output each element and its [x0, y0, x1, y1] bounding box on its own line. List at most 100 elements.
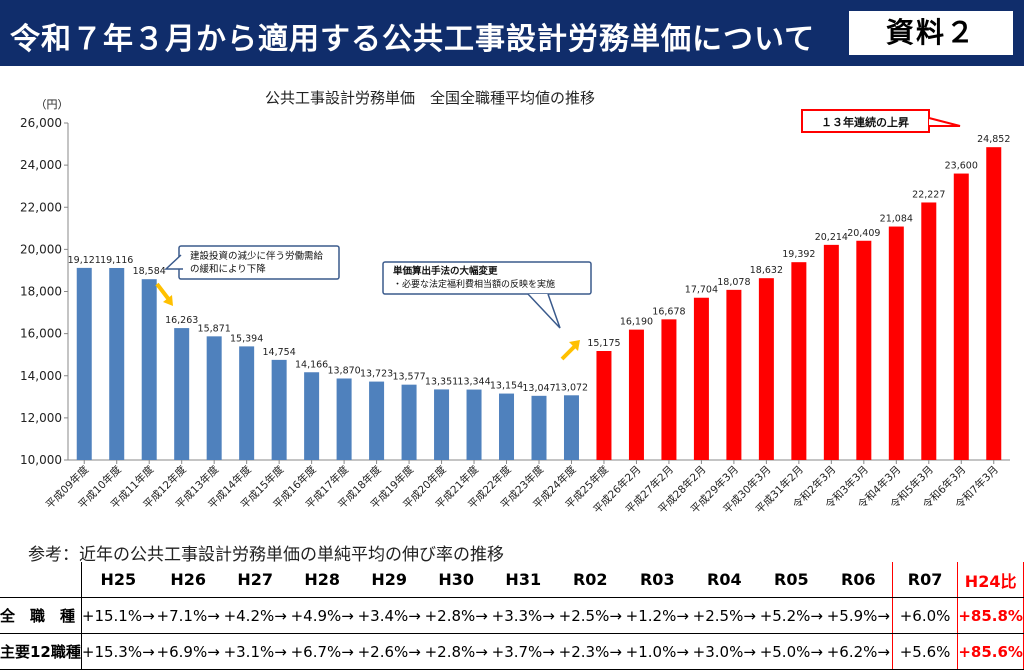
annotation-text: の緩和により下降 — [190, 263, 266, 275]
table-header-cell: H30 — [422, 562, 490, 598]
arrow-down-head — [163, 295, 173, 306]
table-cell: +2.8%→ — [422, 633, 490, 670]
bar-value-label: 16,678 — [652, 306, 685, 317]
table-header-cell: H25 — [81, 562, 155, 598]
bar-value-label: 15,175 — [587, 338, 620, 349]
table-header-cell: H24比 — [957, 562, 1024, 598]
table-cell: +2.5%→ — [690, 597, 758, 634]
annotation-text: 単価算出手法の大幅変更 — [393, 265, 498, 277]
table-header-row: H25 H26 H27 H28 H29 H30 H31 R02 R03 R04 R05 R06 R07 H… — [0, 562, 1024, 598]
bar — [563, 395, 579, 460]
bar-value-label: 19,116 — [100, 255, 133, 266]
header-bar: 令和７年３月から適用する公共工事設計労務単価について 資料２ — [0, 0, 1024, 66]
table-header-cell: H27 — [221, 562, 289, 598]
table-cell: +2.3%→ — [556, 633, 624, 670]
bar-value-label: 13,344 — [457, 377, 490, 388]
bar — [401, 384, 417, 460]
arrow-up-head — [569, 340, 580, 351]
table-header-cell: R05 — [757, 562, 825, 598]
bar — [109, 267, 125, 460]
table-cell: +6.2%→ — [824, 633, 893, 670]
chart-title: 公共工事設計労務単価 全国全職種平均値の推移 — [265, 89, 595, 107]
document-badge: 資料２ — [847, 9, 1015, 57]
table-cell: +4.9%→ — [288, 597, 356, 634]
table-cell: +4.2%→ — [221, 597, 289, 634]
arrow-down-icon — [155, 282, 172, 303]
table-cell: +5.6% — [891, 633, 958, 670]
table-row-label: 全 職 種 — [0, 597, 82, 634]
table-header-cell: H29 — [355, 562, 423, 598]
bar-value-label: 20,409 — [847, 228, 880, 239]
bar-value-label: 13,047 — [522, 383, 555, 394]
bar — [888, 226, 904, 460]
y-tick-label: 26,000 — [20, 116, 62, 130]
table-cell: +2.5%→ — [556, 597, 624, 634]
table-cell: +3.3%→ — [489, 597, 557, 634]
y-tick-label: 22,000 — [20, 200, 62, 214]
bar — [271, 359, 287, 460]
table-corner — [0, 562, 82, 598]
bar-value-label: 22,227 — [912, 189, 945, 200]
table-header-cell: R04 — [690, 562, 758, 598]
bar-value-label: 19,121 — [68, 255, 101, 266]
bar — [499, 393, 515, 460]
growth-rate-table: H25 H26 H27 H28 H29 H30 H31 R02 R03 R04 R05 R06 R07 H… — [0, 562, 1024, 670]
bar-value-label: 15,394 — [230, 333, 263, 344]
annotation-text: ・必要な法定福利費相当額の反映を実施 — [393, 278, 555, 290]
table-header-cell: R02 — [556, 562, 624, 598]
table-cell: +3.1%→ — [221, 633, 289, 670]
bar — [693, 297, 709, 460]
bar — [174, 328, 190, 460]
table-cell: +6.7%→ — [288, 633, 356, 670]
y-tick-label: 14,000 — [20, 369, 62, 383]
bar-value-label: 16,190 — [620, 317, 653, 328]
bar — [726, 289, 742, 460]
annotation-text: １３年連続の上昇 — [821, 115, 909, 129]
bar — [758, 278, 774, 460]
bar — [76, 267, 92, 460]
y-axis-label: （円） — [36, 98, 69, 111]
bar — [531, 395, 547, 460]
bar — [791, 262, 807, 460]
bar-value-label: 24,852 — [977, 134, 1010, 145]
table-header-cell: H26 — [154, 562, 222, 598]
table-cell: +85.6% — [957, 633, 1024, 670]
table-cell: +85.8% — [957, 597, 1024, 634]
table-cell: +5.0%→ — [757, 633, 825, 670]
table-header-cell: H31 — [489, 562, 557, 598]
bar — [661, 319, 677, 460]
annotation-text: 建設投資の減少に伴う労働需給 — [190, 250, 324, 262]
table-header-cell: R06 — [824, 562, 893, 598]
bar — [466, 389, 482, 460]
y-tick-label: 18,000 — [20, 285, 62, 299]
bar-chart: 公共工事設計労務単価 全国全職種平均値の推移 （円） 10,000 12,000 14,… — [20, 89, 1010, 516]
table-row: 全 職 種 +15.1%→ +7.1%→ +4.2%→ +4.9%→ +3.4%→ +2.8… — [0, 597, 1024, 634]
bar — [239, 346, 255, 460]
bar — [141, 279, 157, 460]
bar-value-label: 13,577 — [392, 372, 425, 383]
bar — [336, 378, 352, 460]
bar-value-label: 20,214 — [815, 232, 848, 243]
bar-value-label: 23,600 — [945, 161, 978, 172]
table-cell: +3.7%→ — [489, 633, 557, 670]
bar — [596, 351, 612, 460]
bar-value-label: 18,632 — [750, 265, 783, 276]
table-cell: +15.1%→ — [81, 597, 155, 634]
bar-value-label: 14,166 — [295, 359, 328, 370]
table-cell: +1.2%→ — [623, 597, 691, 634]
bar-value-label: 13,351 — [425, 376, 458, 387]
bar-value-label: 18,078 — [717, 277, 750, 288]
table-header-cell: H28 — [288, 562, 356, 598]
y-tick-label: 16,000 — [20, 327, 62, 341]
bar — [628, 329, 644, 460]
arrow-up-icon — [560, 344, 577, 361]
table-cell: +7.1%→ — [154, 597, 222, 634]
bar — [823, 244, 839, 460]
annotation-pointer — [164, 254, 183, 270]
table-cell: +6.9%→ — [154, 633, 222, 670]
page-title: 令和７年３月から適用する公共工事設計労務単価について — [10, 22, 816, 57]
bar-value-label: 13,154 — [490, 381, 523, 392]
table-cell: +5.2%→ — [757, 597, 825, 634]
bar-value-label: 13,870 — [327, 365, 360, 376]
bar-value-label: 14,754 — [263, 347, 296, 358]
